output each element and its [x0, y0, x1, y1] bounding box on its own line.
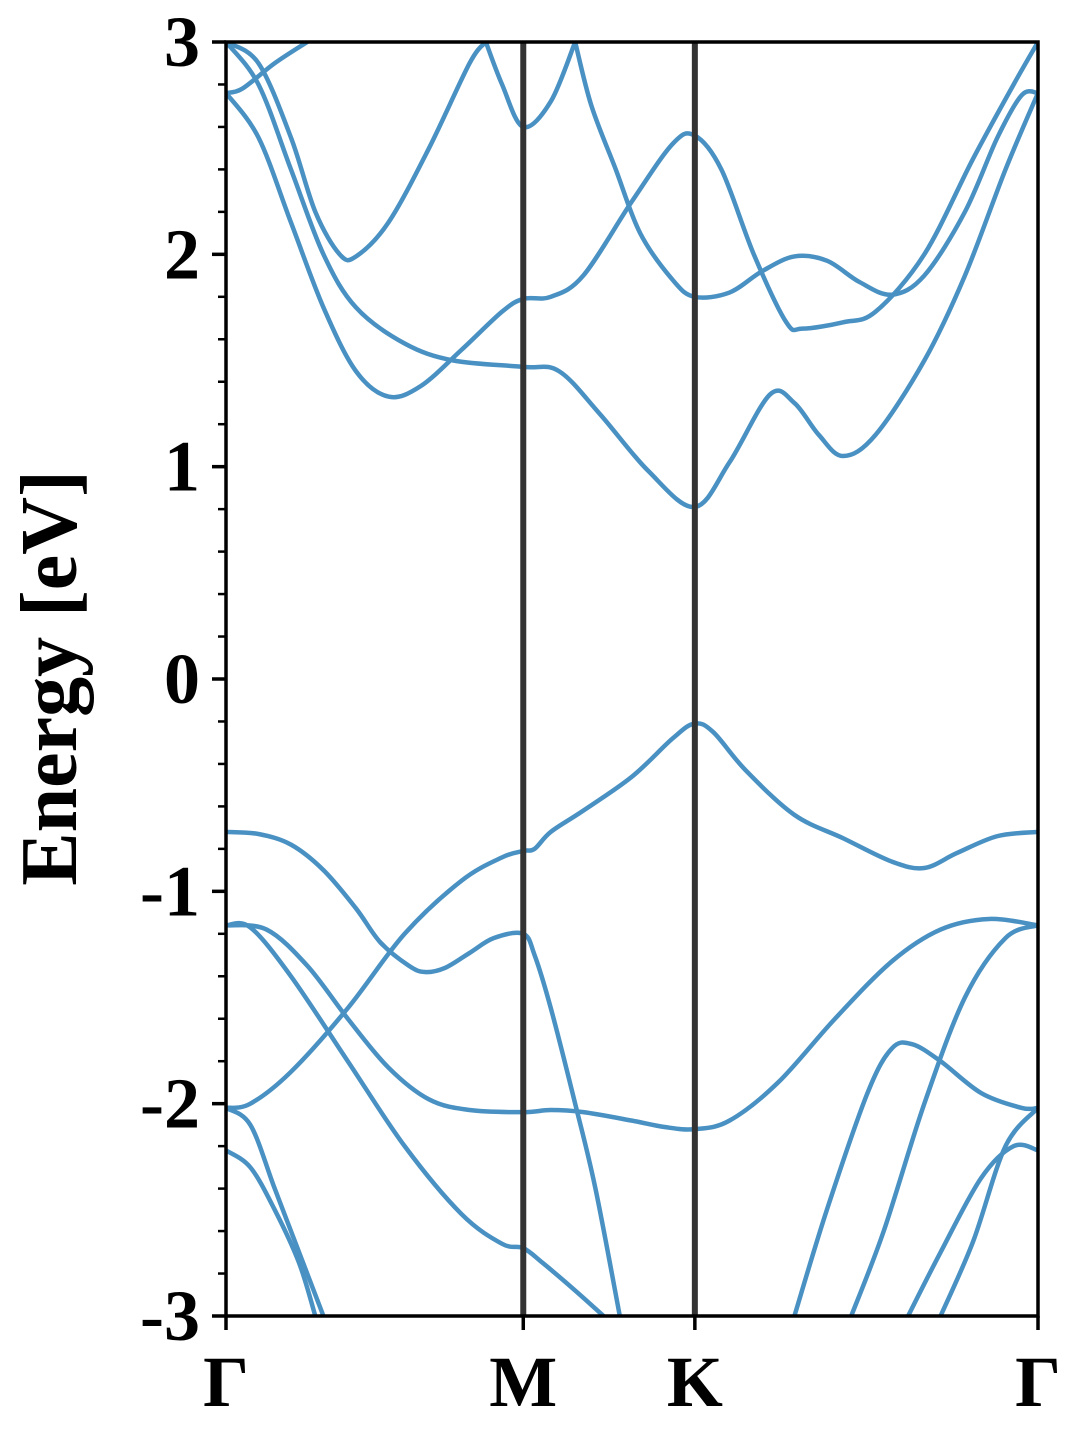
band-line-10: [938, 1105, 1038, 1316]
band-line-4: [226, 920, 606, 1316]
band-line-13: [226, 42, 1038, 400]
band-line-15: [483, 42, 578, 130]
x-tick-label: Γ: [1015, 1342, 1061, 1422]
dividers-layer: [520, 42, 698, 1316]
y-axis-label: Energy [eV]: [6, 470, 94, 885]
band-line-12: [226, 42, 489, 263]
y-tick-label: 2: [164, 214, 200, 294]
band-line-16: [572, 42, 1038, 300]
y-tick-label: 1: [164, 427, 200, 507]
y-tick-label: -3: [140, 1276, 200, 1356]
band-line-3: [226, 721, 1038, 1111]
y-tick-label: 3: [164, 2, 200, 82]
band-line-7: [792, 1040, 1038, 1316]
band-line-14: [226, 42, 1038, 510]
x-tick-label: Γ: [203, 1342, 249, 1422]
y-tick-label: -2: [140, 1064, 200, 1144]
labels-layer: -3 -2 -1 0 1 2 3 Γ M K Γ: [140, 2, 1061, 1422]
x-tick-label: K: [667, 1342, 723, 1422]
bands-layer: [226, 42, 1038, 1316]
band-line-5: [226, 1105, 326, 1316]
frame-layer: [212, 40, 1040, 1330]
x-tick-label: M: [489, 1342, 557, 1422]
band-line-1: [226, 829, 623, 1316]
y-tick-label: -1: [140, 851, 200, 931]
band-line-11: [226, 42, 310, 96]
band-line-2: [226, 916, 1038, 1132]
y-tick-label: 0: [164, 639, 200, 719]
band-line-6: [226, 1148, 318, 1316]
band-line-9: [905, 1142, 1038, 1316]
band-line-8: [848, 923, 1038, 1316]
